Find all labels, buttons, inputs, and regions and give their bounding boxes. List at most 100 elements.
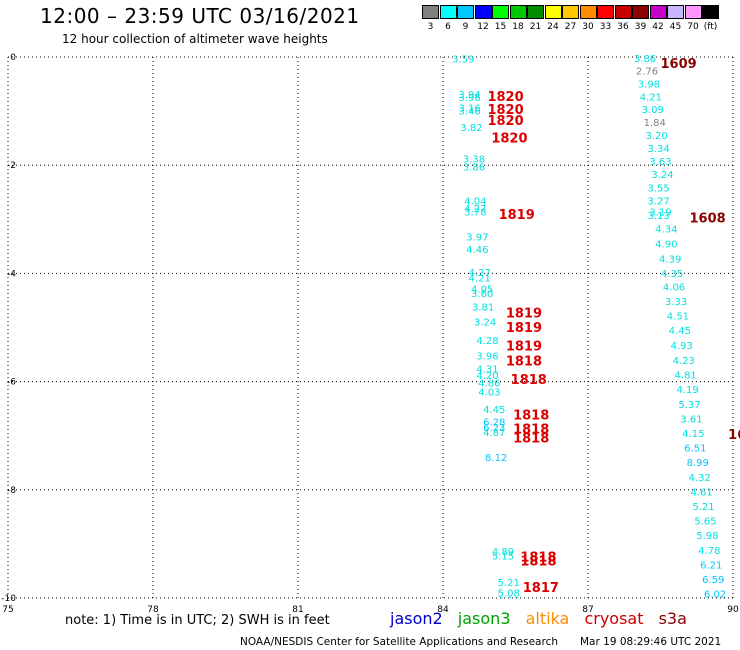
wave-height-label: 4.39 — [659, 254, 681, 265]
wave-height-label: 4.04 — [464, 196, 486, 207]
wave-height-label: 6.23 — [483, 423, 505, 434]
wave-height-label: 4.19 — [676, 385, 698, 396]
wave-height-label: 4.32 — [689, 473, 711, 484]
scale-label: 30 — [582, 22, 594, 32]
scale-label: 70 — [687, 22, 699, 32]
time-label: 1820 — [487, 103, 523, 118]
scale-swatch — [509, 5, 527, 19]
satellite-cryosat: cryosat — [584, 609, 644, 628]
wave-height-label: 3.61 — [680, 414, 702, 425]
wave-height-label: 4.86 — [478, 379, 500, 390]
wave-height-label: 4.05 — [471, 285, 493, 296]
wave-height-label: 3.55 — [647, 183, 669, 194]
scale-swatch — [562, 5, 579, 19]
time-label: 1818 — [506, 355, 542, 370]
scale-swatch — [667, 5, 684, 19]
wave-height-label: 4.90 — [655, 240, 677, 251]
time-label: 1818 — [520, 555, 556, 570]
footer-credit: NOAA/NESDIS Center for Satellite Applica… — [240, 636, 558, 648]
wave-height-label: 4.81 — [675, 371, 697, 382]
scale-swatch — [579, 5, 597, 19]
time-label: 16 — [728, 428, 740, 443]
wave-height-label: 4.89 — [492, 547, 514, 558]
scale-label: 42 — [652, 22, 664, 32]
wave-height-label: 1.84 — [644, 118, 666, 129]
scale-label: 24 — [547, 22, 559, 32]
scale-label: 33 — [599, 22, 612, 32]
time-label: 1608 — [690, 212, 726, 227]
scale-swatch — [474, 5, 492, 19]
scale-swatch — [544, 5, 562, 19]
wave-height-label: 3.82 — [460, 123, 482, 134]
wave-height-label: 4.61 — [690, 487, 712, 498]
wave-height-label: 4.31 — [476, 365, 498, 376]
wave-height-label: 4.45 — [669, 326, 691, 337]
scale-label: 6 — [445, 22, 451, 32]
scale-label: (ft) — [703, 22, 718, 32]
wave-height-label: 8.12 — [485, 453, 507, 464]
time-label: 1818 — [520, 550, 556, 565]
wave-height-label: 4.28 — [476, 336, 498, 347]
wave-height-label: 3.97 — [466, 233, 488, 244]
wave-height-label: 4.21 — [640, 92, 662, 103]
x-tick-label: 75 — [2, 605, 13, 615]
wave-height-label: 6.02 — [704, 590, 726, 601]
time-label: 1818 — [513, 409, 549, 424]
wave-height-label: 4.46 — [466, 245, 488, 256]
wave-height-label: 4.27 — [469, 268, 491, 279]
wave-height-label: 5.15 — [492, 551, 514, 562]
wave-height-label: 4.20 — [476, 371, 498, 382]
chart-note: note: 1) Time is in UTC; 2) SWH is in fe… — [65, 613, 330, 628]
scale-label: 15 — [494, 22, 507, 32]
time-label: 1817 — [523, 581, 559, 596]
scale-swatch — [527, 5, 544, 19]
wave-height-label: 6.21 — [700, 560, 722, 571]
chart-subtitle: 12 hour collection of altimeter wave hei… — [62, 32, 328, 46]
wave-height-label: 3.34 — [647, 144, 669, 155]
time-label: 1819 — [506, 339, 542, 354]
wave-height-label: 6.28 — [483, 418, 505, 429]
wave-height-label: 5.37 — [678, 400, 700, 411]
time-label: 1820 — [487, 114, 523, 129]
x-tick-label: 90 — [727, 605, 739, 615]
wave-height-label: 5.08 — [498, 589, 520, 600]
wave-height-label: 4.51 — [667, 312, 689, 323]
wave-height-label: 3.60 — [471, 289, 493, 300]
wave-height-label: 4.23 — [673, 356, 695, 367]
wave-height-label: 6.10 — [498, 596, 520, 607]
x-tick-label: 87 — [582, 605, 593, 615]
chart-title: 12:00 – 23:59 UTC 03/16/2021 — [40, 4, 360, 28]
wave-height-label: 3.86 — [463, 162, 485, 173]
wave-height-label: 3.27 — [647, 196, 669, 207]
wave-height-label: 5.98 — [696, 531, 718, 542]
wave-height-label: 3.24 — [474, 318, 496, 329]
wave-height-label: 4.52 — [706, 604, 728, 615]
data-layer: 3.593.943.963.163.463.823.383.864.044.27… — [452, 54, 740, 630]
footer: NOAA/NESDIS Center for Satellite Applica… — [240, 636, 721, 648]
wave-height-label: 5.65 — [694, 517, 716, 528]
scale-swatch — [492, 5, 509, 19]
wave-height-label: 4.15 — [682, 429, 704, 440]
time-label: 1818 — [513, 423, 549, 438]
scale-label: 12 — [477, 22, 489, 32]
wave-height-label: 4.93 — [671, 341, 693, 352]
scale-label: 9 — [462, 22, 469, 32]
footer-date: Mar 19 08:29:46 UTC 2021 — [580, 636, 722, 648]
wave-height-label: 3.59 — [452, 55, 474, 66]
wave-height-label: 3.13 — [647, 211, 669, 222]
scale-swatch — [457, 5, 474, 19]
x-tick-label: 78 — [147, 605, 159, 615]
y-tick-label: 0 — [10, 53, 16, 63]
wave-height-label: 8.99 — [687, 458, 709, 469]
wave-height-label: 6.54 — [708, 619, 730, 630]
wave-height-label: 4.03 — [478, 387, 500, 398]
wave-height-label: 4.21 — [469, 274, 491, 285]
scale-label: 39 — [634, 22, 647, 32]
wave-height-label: 3.20 — [646, 131, 668, 142]
scale-label: 45 — [669, 22, 682, 32]
scale-swatch — [614, 5, 632, 19]
wave-height-label: 4.34 — [655, 224, 677, 235]
wave-height-label: 3.86 — [634, 54, 656, 65]
wave-height-label: 2.76 — [636, 67, 658, 78]
